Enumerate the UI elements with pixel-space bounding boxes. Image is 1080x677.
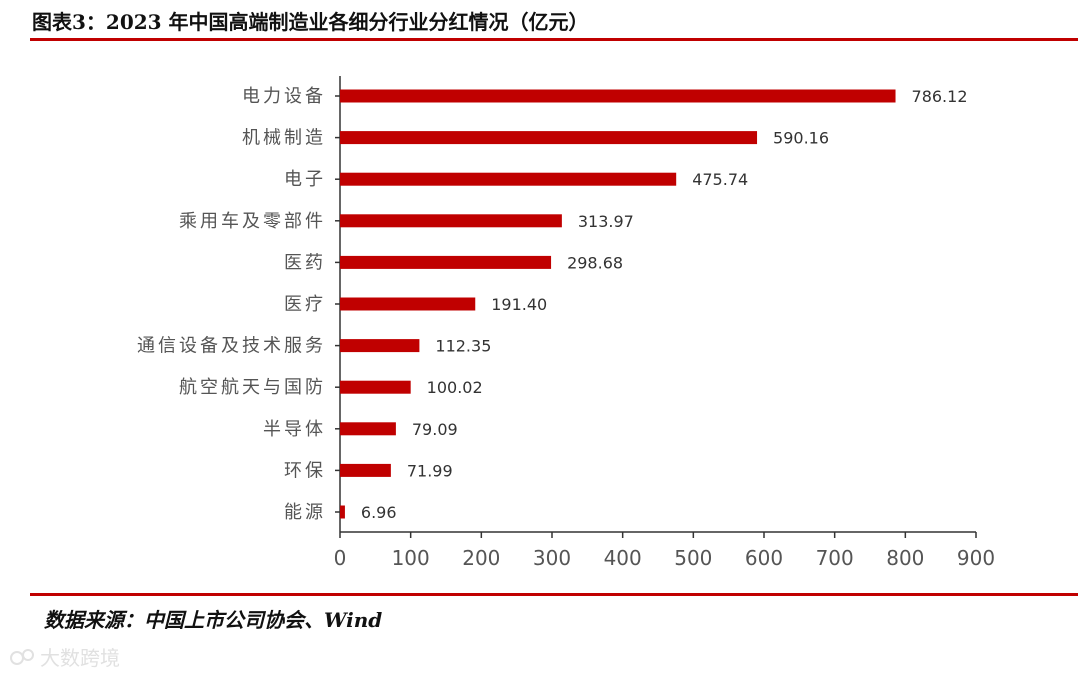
data-label: 475.74 [692,170,748,189]
category-label: 电力设备 [242,86,326,107]
bar [340,380,411,394]
page-title: 图表3：2023 年中国高端制造业各细分行业分红情况（亿元） [32,10,589,34]
category-label: 能源 [284,502,326,523]
watermark-text: 大数跨境 [40,646,120,670]
data-label: 100.02 [427,378,483,397]
data-label: 313.97 [578,212,634,231]
x-tick-label: 300 [533,546,571,570]
bar [340,131,758,145]
bar [340,214,562,228]
x-tick-label: 900 [957,546,995,570]
data-label: 786.12 [912,87,968,106]
data-label: 71.99 [407,461,453,480]
x-tick-label: 400 [604,546,642,570]
value-labels: 786.12 590.16 475.74 313.97 298.68 191.40 112.… [361,87,968,522]
data-label: 298.68 [567,253,623,272]
bar [340,172,677,186]
bar [340,339,420,353]
category-labels: 电力设备机械制造电子乘用车及零部件医药医疗通信设备及技术服务航空航天与国防半导体… [137,86,326,523]
bar [340,89,896,103]
watermark-logo-icon [10,649,34,665]
watermark: 大数跨境 [10,642,120,671]
data-label: 79.09 [412,420,458,439]
x-tick-label: 500 [674,546,712,570]
title-divider [30,38,1078,41]
bar [340,463,391,477]
data-label: 191.40 [491,295,547,314]
category-label: 环保 [284,460,326,481]
category-label: 医疗 [284,294,326,315]
category-label: 医药 [284,252,326,273]
category-label: 半导体 [263,419,326,440]
x-tick-label: 800 [886,546,924,570]
bar [340,422,396,436]
bar-chart: 电力设备机械制造电子乘用车及零部件医药医疗通信设备及技术服务航空航天与国防半导体… [137,76,995,570]
bar [340,297,476,311]
x-tick-label: 200 [462,546,500,570]
footer-divider [30,593,1078,596]
category-label: 电子 [284,169,326,190]
data-label: 112.35 [435,337,491,356]
category-label: 航空航天与国防 [179,377,326,398]
data-label: 590.16 [773,129,829,148]
data-label: 6.96 [361,503,397,522]
x-tick-label: 100 [392,546,430,570]
x-tick-label: 600 [745,546,783,570]
chart-bars [340,89,896,519]
x-tick-label: 700 [816,546,854,570]
category-label: 乘用车及零部件 [179,211,326,232]
x-tick-label: 0 [334,546,347,570]
data-source-note: 数据来源：中国上市公司协会、Wind [44,608,383,632]
x-axis-ticks: 0 100 200 300 400 500 600 700 800 900 [334,532,995,570]
category-label: 通信设备及技术服务 [137,336,326,357]
bar [340,255,552,269]
bar [340,505,345,519]
category-label: 机械制造 [242,128,326,149]
